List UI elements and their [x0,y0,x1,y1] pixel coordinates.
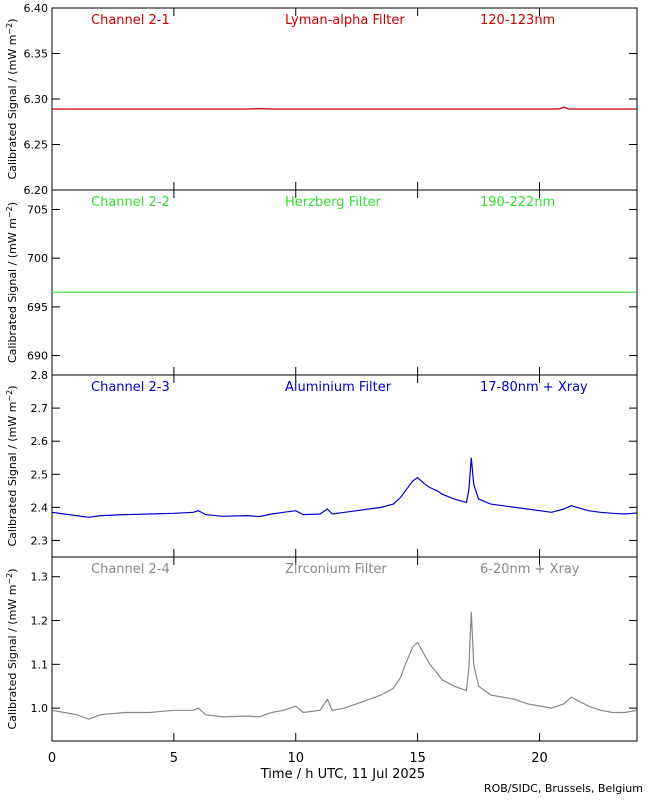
y-axis-label-close: ) [6,202,19,206]
y-tick-label: 1.3 [31,571,49,584]
y-tick-label: 2.4 [31,501,49,514]
y-tick-label: 1.1 [31,658,49,671]
panel-frame [51,189,638,376]
y-axis-label-text: Calibrated Signal / (mW m [6,402,19,547]
y-axis-label-exponent: −2 [5,206,14,218]
y-axis-label: Calibrated Signal / (mW m−2) [5,202,19,363]
y-tick-label: 2.8 [31,369,49,382]
filter-label: Aluminium Filter [285,380,392,395]
y-axis-label-exponent: −2 [5,23,14,35]
panel-3: 2.3 2.4 2.5 2.6 2.7 2.8 Channel 2-3 Aluminium F… [5,369,638,558]
band-label: 120-123nm [480,13,555,28]
y-tick-label: 1.2 [31,615,49,628]
y-tick-label: 6.25 [24,139,49,152]
panel-frame [51,556,638,742]
x-tick-label: 5 [170,751,178,766]
y-axis-label-text: Calibrated Signal / (mW m [6,218,19,363]
y-tick-label: 2.3 [31,534,49,547]
y-axis-label-exponent: −2 [5,390,14,402]
y-tick-label: 1.0 [31,702,49,715]
y-axis-label-text: Calibrated Signal / (mW m [6,585,19,730]
y-tick-label: 6.40 [24,2,49,15]
panel-frame [51,374,638,558]
y-axis-label-exponent: −2 [5,573,14,585]
x-tick-label: 10 [287,751,304,766]
y-tick-label: 690 [27,350,48,363]
y-axis-label: Calibrated Signal / (mW m−2) [5,385,19,546]
y-tick-label: 6.30 [24,93,49,106]
x-tick-label: 0 [48,751,56,766]
y-tick-label: 2.6 [31,435,49,448]
y-axis-label: Calibrated Signal / (mW m−2) [5,568,19,729]
series-line-1 [52,106,637,110]
panel-1: 6.20 6.25 6.30 6.35 6.40 Channel 2-1 Lyman-alp… [5,2,638,197]
y-tick-label: 2.5 [31,468,49,481]
y-axis-label-close: ) [6,18,19,22]
y-tick-label: 6.35 [24,48,49,61]
y-tick-label: 700 [27,252,48,265]
panel-frame [51,7,638,191]
band-label: 190-222nm [480,195,555,210]
x-tick-label: 15 [409,751,426,766]
y-tick-label: 2.7 [31,402,49,415]
band-label: 6-20nm + Xray [480,562,580,577]
x-tick-label: 20 [531,751,548,766]
channel-label: Channel 2-4 [91,562,170,577]
y-axis-label-close: ) [6,568,19,572]
y-axis-label: Calibrated Signal / (mW m−2) [5,18,19,179]
y-axis-label-text: Calibrated Signal / (mW m [6,35,19,180]
x-axis-label: Time / h UTC, 11 Jul 2025 [260,767,425,782]
series-line-3 [51,457,638,518]
series-line-4 [51,611,638,720]
band-label: 17-80nm + Xray [480,380,588,395]
y-tick-label: 6.20 [24,184,49,197]
y-axis-label-close: ) [6,385,19,389]
y-tick-label: 705 [27,203,48,216]
credit-text: ROB/SIDC, Brussels, Belgium [484,782,643,795]
filter-label: Herzberg Filter [285,195,382,210]
panel-2: 690 695 700 705 Channel 2-2 Herzberg Filter 19… [5,189,638,376]
panel-4: 1.0 1.1 1.2 1.3 Channel 2-4 Zirconium Filter 6… [5,556,638,742]
y-tick-label: 695 [27,301,48,314]
channel-label: Channel 2-3 [91,380,170,395]
channel-label: Channel 2-1 [91,13,170,28]
filter-label: Zirconium Filter [285,562,387,577]
channel-label: Channel 2-2 [91,195,170,210]
filter-label: Lyman-alpha Filter [285,13,405,28]
